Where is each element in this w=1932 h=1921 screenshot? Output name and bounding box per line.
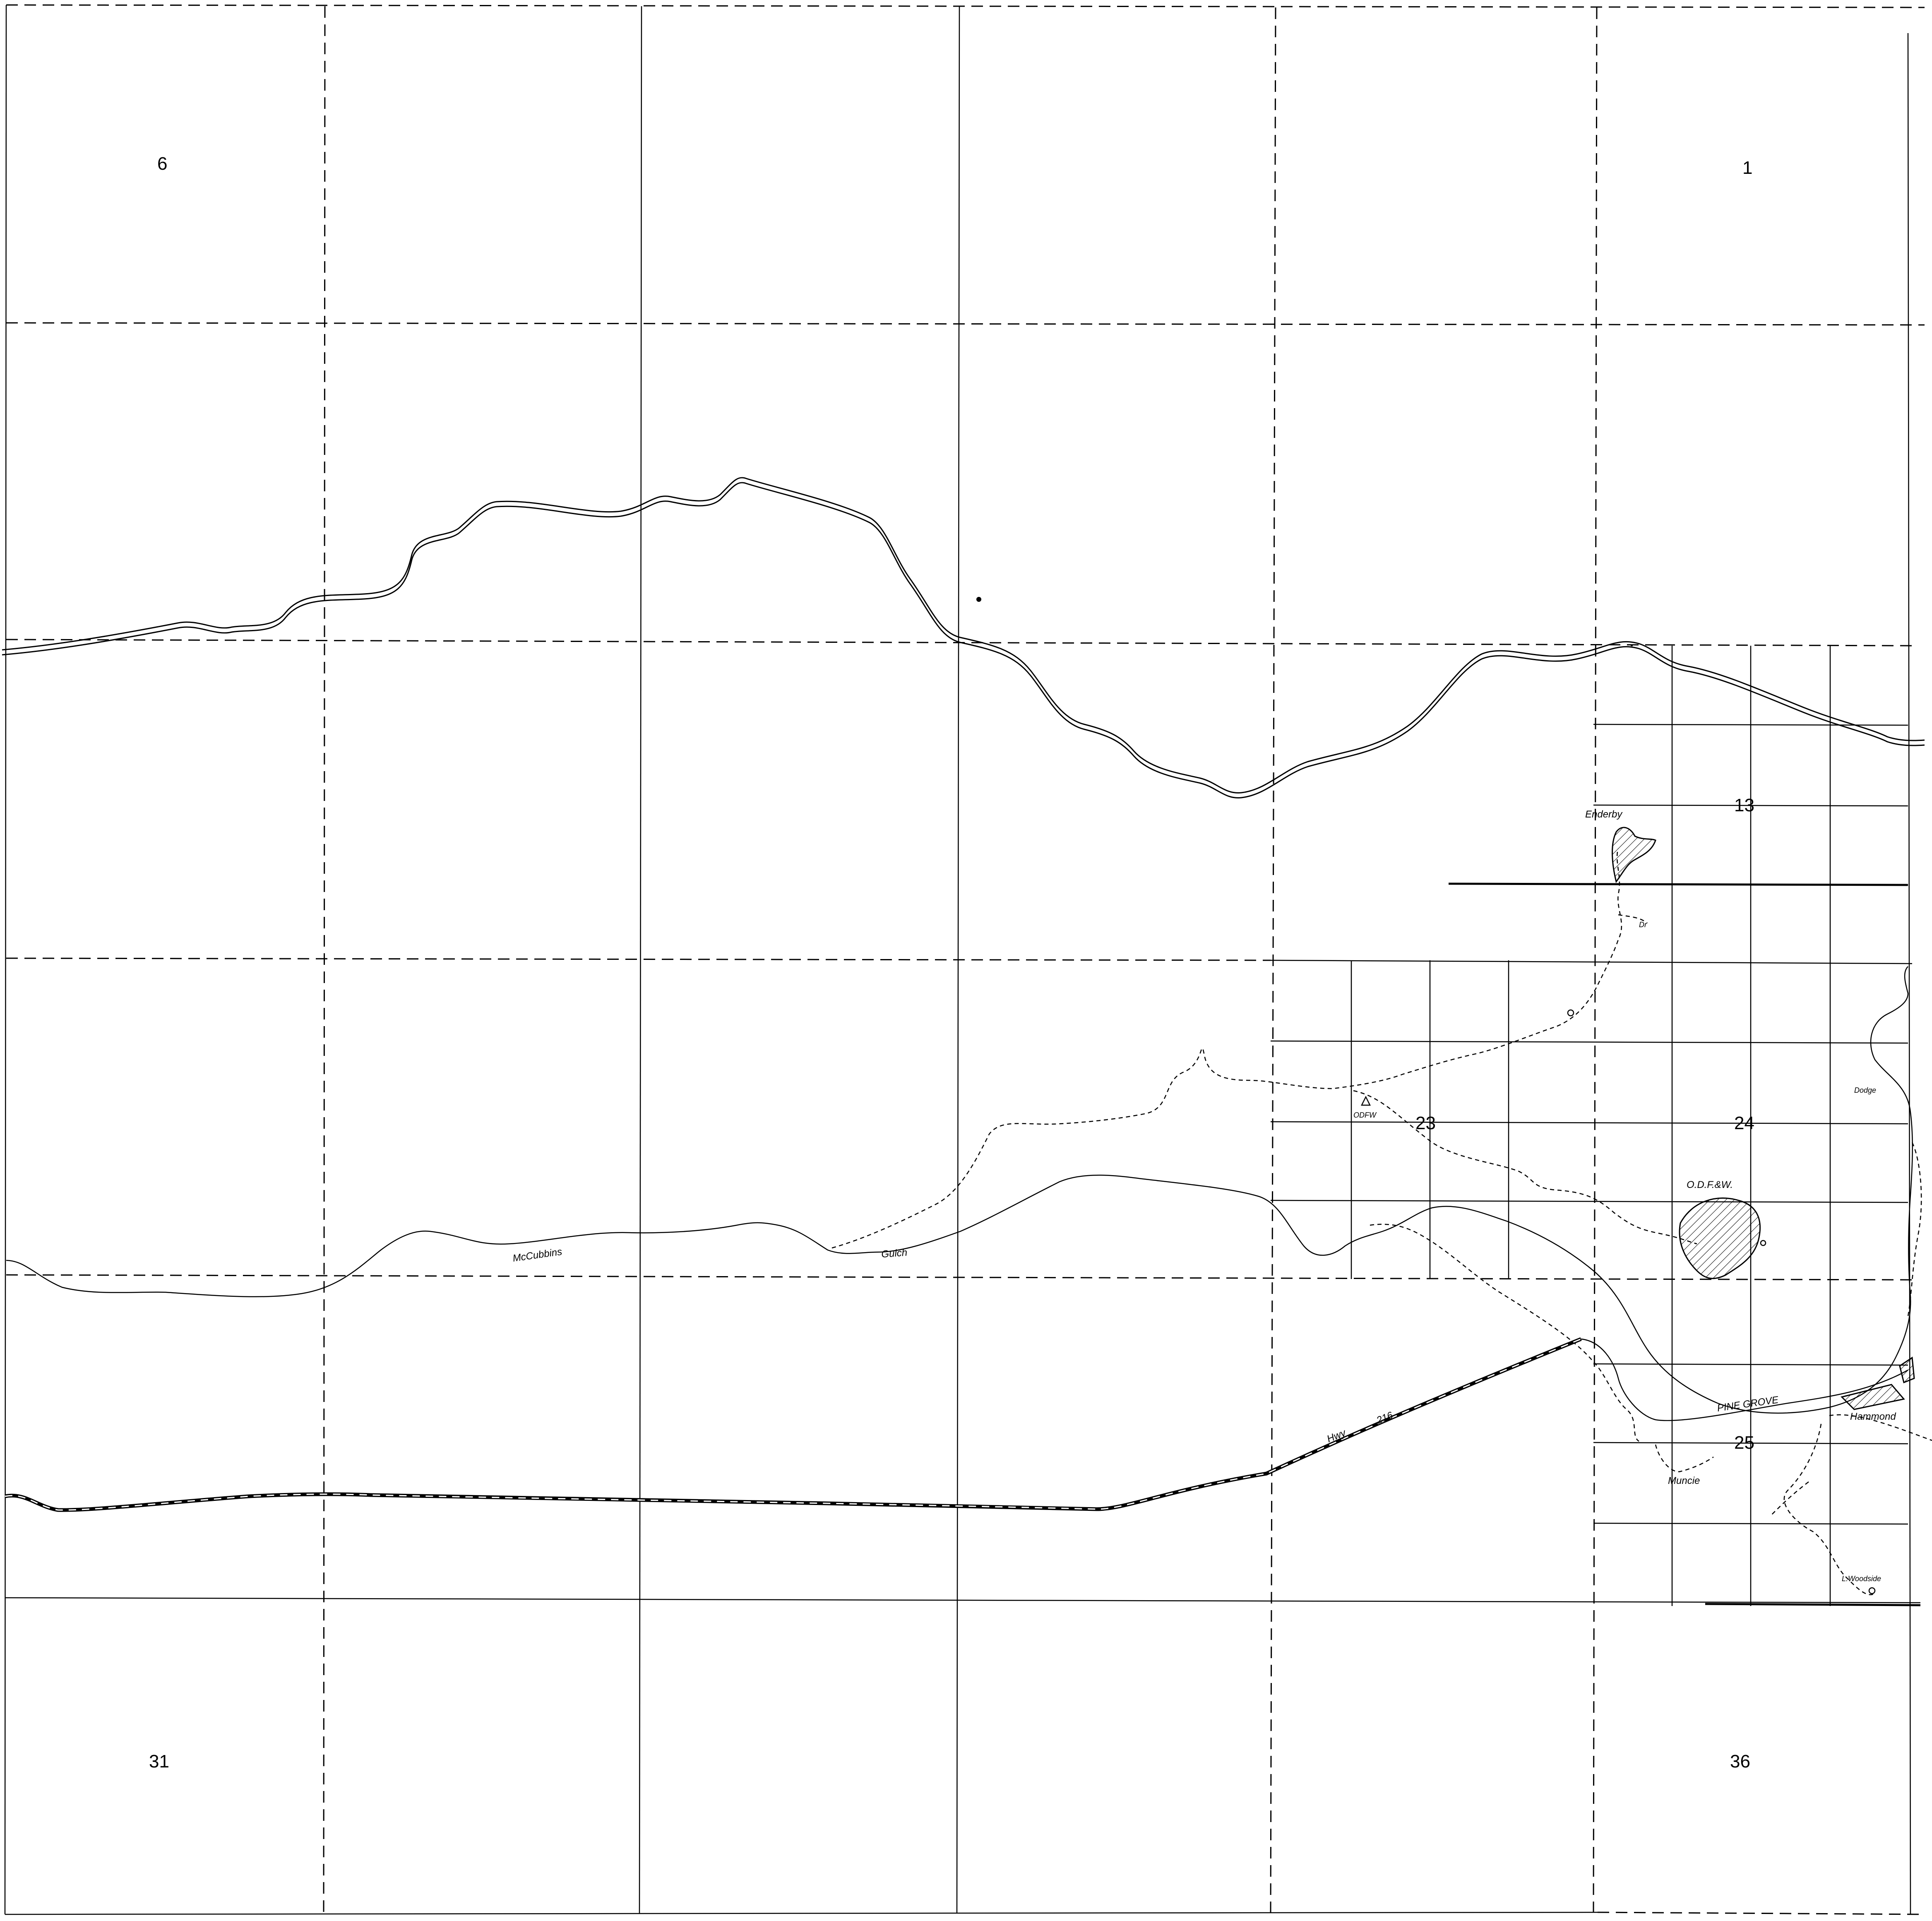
point-marker (976, 597, 981, 602)
trail-routes (831, 848, 1932, 1595)
map-symbols (976, 597, 1876, 1594)
section-numbers: 6 1 13 23 24 25 31 36 (149, 154, 1754, 1772)
section-number-13: 13 (1734, 795, 1754, 815)
triangle-symbol (1360, 1096, 1371, 1106)
section-number-6: 6 (157, 154, 167, 174)
section-number-24: 24 (1734, 1113, 1754, 1133)
place-label-l-woodside: L.Woodside (1842, 1575, 1881, 1583)
place-label-odfw-center: ODFW (1353, 1111, 1377, 1119)
place-label-muncie: Muncie (1668, 1475, 1700, 1486)
section-number-1: 1 (1742, 158, 1752, 178)
township-boundary (4, 4, 1925, 1915)
subdivision-lines (1270, 645, 1921, 1606)
hatched-parcels (1612, 827, 1915, 1410)
well-symbol (1868, 1587, 1876, 1594)
mccubbins-gulch-creek (6, 966, 1913, 1414)
place-label-dodge: Dodge (1854, 1086, 1876, 1094)
section-number-25: 25 (1734, 1433, 1754, 1453)
feature-label-mccubbins: McCubbins (512, 1246, 563, 1264)
place-label-odfw-east: O.D.F.&W. (1687, 1179, 1733, 1190)
place-label-hammond: Hammond (1850, 1411, 1896, 1422)
section-grid-vertical (323, 6, 1598, 1914)
section-number-23: 23 (1415, 1113, 1436, 1133)
section-number-31: 31 (149, 1751, 169, 1772)
section-grid-horizontal (5, 322, 1925, 1604)
place-label-dr: Dr (1639, 921, 1647, 929)
well-symbol (1760, 1240, 1766, 1246)
place-labels: Enderby Dr ODFW O.D.F.&W. Dodge Hammond … (1353, 809, 1896, 1583)
feature-labels: McCubbins Gulch Hwy 216 (512, 1246, 1395, 1445)
well-symbol (1567, 1009, 1574, 1017)
feature-label-gulch: Gulch (881, 1247, 908, 1260)
place-label-enderby: Enderby (1585, 809, 1623, 820)
upper-road (2, 477, 1925, 799)
section-number-36: 36 (1730, 1751, 1750, 1772)
highway-216 (5, 1337, 1908, 1512)
